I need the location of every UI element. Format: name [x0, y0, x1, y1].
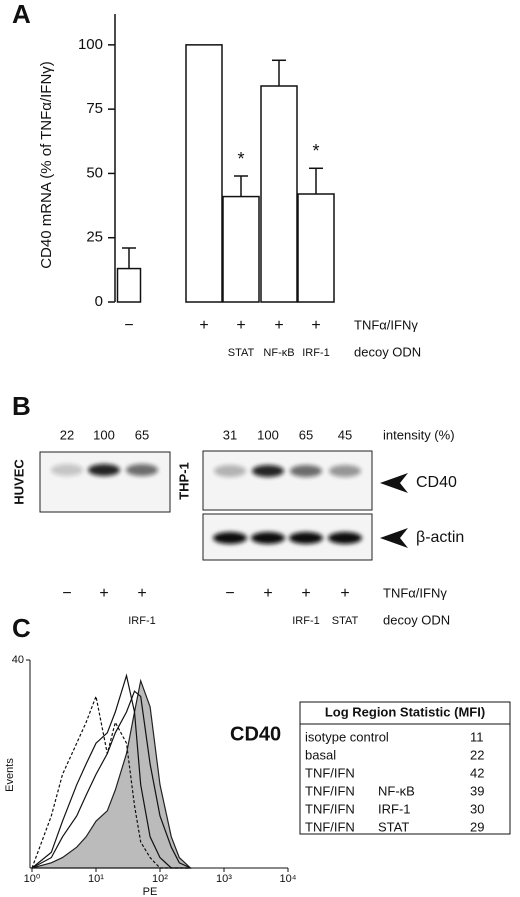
- table-cell: IRF-1: [378, 801, 411, 816]
- blot-frame: [39, 451, 171, 513]
- band: [252, 465, 284, 477]
- decoy-mark: STAT: [332, 615, 359, 627]
- intensity-value: 22: [60, 427, 74, 442]
- y-tick-label: 75: [86, 100, 103, 117]
- histogram-curve: [31, 673, 191, 869]
- bar: [116, 267, 142, 303]
- table-cell: 39: [470, 783, 484, 798]
- table-cell: TNF/IFN: [305, 801, 355, 816]
- treatment-mark: +: [99, 585, 108, 602]
- actin-label: β-actin: [416, 529, 464, 546]
- condition-label: decoy ODN: [354, 344, 421, 359]
- intensity-value: 45: [338, 427, 352, 442]
- table-cell: 30: [470, 801, 484, 816]
- intensity-value: 65: [135, 427, 149, 442]
- intensity-value: 65: [299, 427, 313, 442]
- band: [126, 464, 158, 476]
- table-cell: 11: [470, 729, 484, 744]
- condition-mark: +: [311, 317, 320, 334]
- table-cell: 42: [470, 765, 484, 780]
- treatment-mark: −: [225, 585, 234, 602]
- table-cell: TNF/IFN: [305, 819, 355, 834]
- y-tick-label: 50: [86, 164, 103, 181]
- y-tick-label: 25: [86, 229, 103, 246]
- table-cell: TNF/IFN: [305, 783, 355, 798]
- significance: *: [237, 149, 244, 169]
- decoy-label: decoy ODN: [383, 612, 450, 627]
- table-frame: [299, 701, 511, 835]
- x-tick-label: 10⁰: [24, 873, 41, 885]
- condition-mark: +: [274, 317, 283, 334]
- decoy-mark: IRF-1: [128, 615, 156, 627]
- annotation: CD40: [230, 723, 281, 745]
- bar: [260, 85, 298, 303]
- treatment-mark: +: [137, 585, 146, 602]
- x-tick-label: 10¹: [88, 873, 104, 885]
- table-cell: basal: [305, 747, 336, 762]
- table-title: Log Region Statistic (MFI): [325, 704, 485, 719]
- condition-mark: +: [199, 317, 208, 334]
- table-cell: 22: [470, 747, 484, 762]
- band: [329, 465, 361, 477]
- significance: *: [312, 141, 319, 161]
- y-axis-label: CD40 mRNA (% of TNFα/IFNγ): [38, 61, 55, 269]
- treatment-label: TNFα/IFNγ: [383, 585, 447, 600]
- table-cell: TNF/IFN: [305, 765, 355, 780]
- condition-mark: STAT: [228, 347, 255, 359]
- table-cell: STAT: [378, 819, 409, 834]
- x-tick-label: 10²: [152, 873, 168, 885]
- condition-mark: −: [124, 317, 133, 334]
- band: [290, 465, 322, 477]
- intensity-value: 100: [257, 427, 279, 442]
- treatment-mark: +: [263, 585, 272, 602]
- histogram-curve: [31, 690, 191, 869]
- intensity-value: 100: [93, 427, 115, 442]
- table-cell: 29: [470, 819, 484, 834]
- band: [51, 464, 83, 476]
- x-axis-label: PE: [143, 886, 158, 897]
- treatment-mark: +: [340, 585, 349, 602]
- cell-label: HUVEC: [11, 459, 26, 505]
- histogram-curve: [31, 678, 193, 869]
- cd40-label: CD40: [416, 474, 457, 491]
- cell-label: THP-1: [176, 462, 191, 500]
- table-cell: NF-κB: [378, 783, 415, 798]
- intensity-label: intensity (%): [383, 427, 455, 442]
- panel-label: B: [12, 391, 31, 421]
- condition-label: TNFα/IFNγ: [354, 317, 418, 332]
- x-tick-label: 10³: [216, 873, 232, 885]
- band: [214, 465, 246, 477]
- panel-label: A: [12, 0, 31, 29]
- table-cell: isotype control: [305, 729, 389, 744]
- bar: [185, 44, 223, 303]
- panel-label: C: [12, 613, 31, 643]
- y-tick-label: 0: [95, 293, 103, 310]
- treatment-mark: −: [62, 585, 71, 602]
- y-tick-label: 100: [78, 36, 103, 53]
- bar: [222, 195, 260, 303]
- decoy-mark: IRF-1: [292, 615, 320, 627]
- y-tick-label: 40: [12, 654, 24, 666]
- condition-mark: NF-κB: [263, 347, 294, 359]
- blot-frame: [202, 450, 373, 511]
- y-axis-label: Events: [4, 758, 16, 792]
- arrowhead: [380, 528, 408, 548]
- x-tick-label: 10⁴: [280, 873, 297, 885]
- arrowhead: [380, 473, 408, 493]
- band: [88, 464, 120, 476]
- treatment-mark: +: [301, 585, 310, 602]
- actin-bands: [213, 532, 362, 544]
- intensity-value: 31: [223, 427, 237, 442]
- condition-mark: +: [236, 317, 245, 334]
- condition-mark: IRF-1: [302, 347, 330, 359]
- bar: [297, 193, 335, 303]
